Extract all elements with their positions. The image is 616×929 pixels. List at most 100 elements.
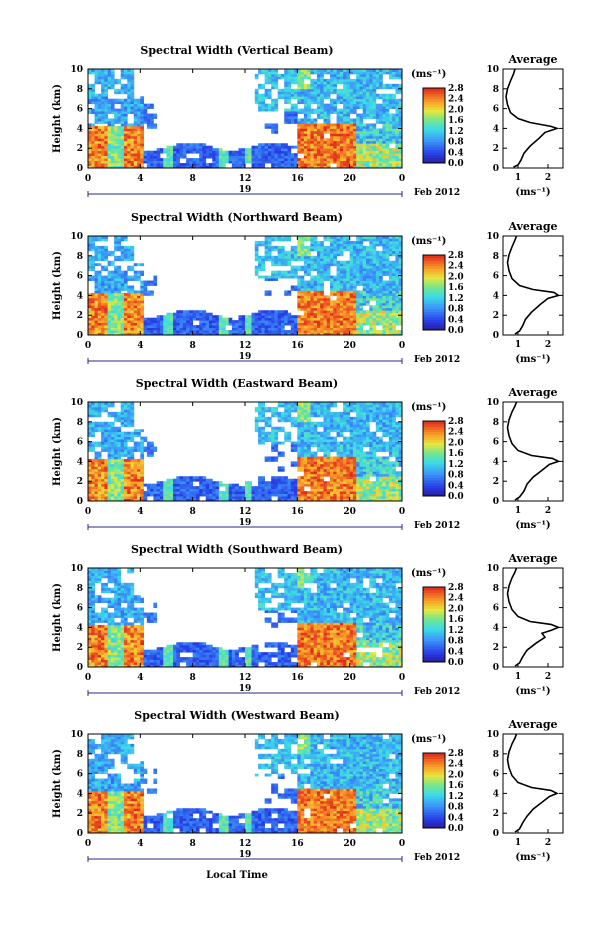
heatmap-cell — [97, 165, 102, 169]
heatmap-cell — [271, 236, 275, 239]
heatmap-cell — [264, 76, 269, 80]
heatmap-cell — [366, 69, 370, 72]
heatmap-cell — [320, 113, 324, 117]
heatmap-cell — [88, 86, 92, 90]
heatmap-cell — [372, 245, 377, 249]
heatmap-cell — [101, 125, 105, 129]
heatmap-cell — [107, 270, 112, 274]
heatmap-cell — [110, 108, 115, 112]
heatmap-cell — [104, 111, 109, 114]
heatmap-cell — [379, 297, 383, 301]
heatmap-cell — [205, 332, 210, 336]
heatmap-cell — [303, 315, 308, 319]
colorbar-band — [423, 284, 445, 288]
heatmap-cell — [320, 93, 324, 97]
heatmap-cell — [91, 446, 95, 450]
heatmap-cell — [133, 116, 138, 119]
profile-line — [505, 68, 560, 168]
heatmap-cell — [382, 263, 387, 267]
heatmap-cell — [146, 283, 151, 286]
heatmap-cell — [310, 160, 315, 164]
heatmap-cell — [101, 91, 105, 95]
heatmap-cell — [114, 245, 118, 249]
heatmap-cell — [313, 260, 318, 264]
heatmap-cell — [110, 310, 115, 314]
date-suffix: Feb 2012 — [414, 355, 460, 365]
heatmap-cell — [146, 320, 151, 324]
heatmap-cell — [114, 78, 118, 82]
heatmap-cell — [388, 322, 393, 326]
heatmap-cell — [330, 98, 334, 102]
heatmap-cell — [159, 165, 164, 169]
heatmap-cell — [385, 120, 390, 124]
heatmap-cell — [333, 327, 337, 331]
heatmap-cell — [114, 155, 118, 159]
heatmap-cell — [320, 163, 324, 166]
heatmap-cell — [101, 250, 105, 254]
heatmap-cell — [261, 98, 266, 102]
heatmap-cell — [359, 302, 364, 306]
heatmap-cell — [395, 118, 400, 122]
heatmap-cell — [366, 263, 370, 267]
heatmap-cell — [362, 278, 367, 281]
heatmap-cell — [156, 160, 161, 164]
heatmap-cell — [320, 253, 324, 257]
heatmap-cell — [356, 236, 360, 239]
heatmap-cell — [323, 305, 328, 309]
heatmap-cell — [179, 327, 184, 331]
heatmap-cell — [104, 140, 109, 144]
heatmap-cell — [114, 91, 118, 95]
heatmap-cell — [101, 118, 105, 122]
heatmap-cell — [137, 103, 141, 107]
heatmap-cell — [97, 248, 102, 252]
heatmap-cell — [320, 245, 324, 249]
heatmap-cell — [94, 253, 99, 257]
heatmap-cell — [140, 325, 144, 328]
heatmap-cell — [284, 263, 288, 267]
heatmap-cell — [202, 153, 207, 157]
heatmap-cell — [297, 130, 301, 134]
heatmap-cell — [127, 96, 131, 100]
heatmap-cell — [97, 116, 102, 119]
heatmap-cell — [133, 290, 138, 294]
heatmap-cell — [343, 327, 347, 331]
heatmap-cell — [195, 317, 200, 321]
heatmap-cell — [310, 145, 315, 149]
heatmap-cell — [359, 101, 364, 105]
heatmap-cell — [398, 145, 403, 149]
heatmap-cell — [359, 238, 364, 242]
heatmap-cell — [395, 315, 400, 319]
heatmap-cell — [114, 278, 118, 281]
heatmap-cell — [130, 292, 135, 296]
heatmap-cell — [97, 330, 102, 333]
heatmap-cell — [199, 150, 203, 154]
heatmap-cell — [395, 322, 400, 326]
heatmap-cell — [395, 240, 400, 244]
heatmap-cell — [186, 163, 190, 166]
heatmap-cell — [379, 103, 383, 107]
heatmap-cell — [284, 71, 288, 75]
heatmap-cell — [356, 103, 360, 107]
heatmap-cell — [310, 130, 315, 134]
heatmap-cell — [120, 295, 125, 299]
heatmap-cell — [297, 138, 301, 142]
heatmap-cell — [107, 101, 112, 105]
heatmap-cell — [251, 327, 256, 331]
heatmap-cell — [271, 248, 275, 252]
heatmap-cell — [339, 253, 344, 257]
heatmap-cell — [359, 148, 364, 152]
heatmap-cell — [375, 315, 380, 319]
heatmap-cell — [287, 315, 292, 319]
heatmap-cell — [392, 130, 396, 134]
heatmap-cell — [133, 135, 138, 139]
heatmap-cell — [379, 310, 383, 314]
heatmap-cell — [369, 317, 373, 321]
heatmap-cell — [133, 150, 138, 154]
heatmap-cell — [133, 103, 138, 107]
heatmap-cell — [104, 307, 109, 311]
heatmap-cell — [379, 106, 383, 110]
heatmap-cell — [336, 243, 341, 247]
heatmap-cell — [395, 135, 400, 139]
heatmap-cell — [297, 287, 301, 291]
heatmap-cell — [339, 332, 344, 336]
